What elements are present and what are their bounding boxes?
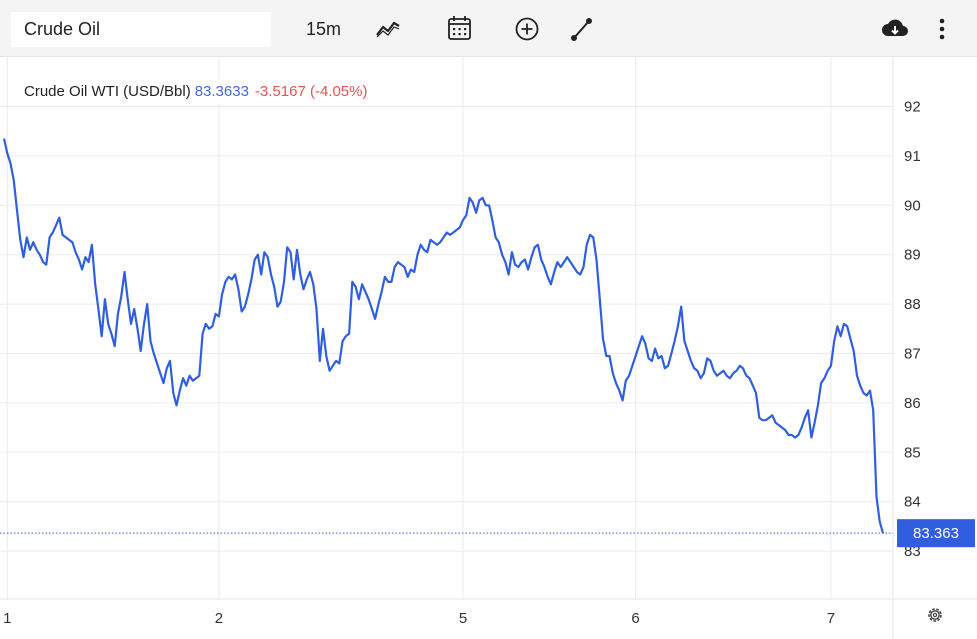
calendar-icon[interactable]: [447, 14, 473, 44]
x-tick-label: 1: [3, 610, 11, 627]
x-tick-label: 2: [215, 610, 223, 627]
symbol-search-input[interactable]: [11, 12, 271, 47]
chart-legend: Crude Oil WTI (USD/Bbl) 83.3633 -3.5167 (-…: [16, 79, 376, 104]
y-tick-label: 87: [904, 346, 921, 363]
y-tick-label: 83: [904, 543, 921, 560]
y-tick-label: 90: [904, 197, 921, 214]
interval-button[interactable]: 15m: [306, 19, 342, 39]
y-tick-label: 92: [904, 99, 921, 116]
legend-price-change: -3.5167 (-4.05%): [254, 83, 368, 100]
legend-last-price: 83.3633: [194, 83, 249, 100]
x-tick-label: 5: [459, 610, 467, 627]
draw-line-icon[interactable]: [569, 14, 595, 44]
price-chart[interactable]: 83 84 85 86 87 88 89 90 91 92 1 2 5 6 7 83.363: [0, 56, 977, 639]
x-tick-label: 7: [827, 610, 835, 627]
y-tick-label: 89: [904, 247, 921, 264]
y-tick-label: 84: [904, 494, 921, 511]
indicator-icon[interactable]: [374, 14, 402, 44]
x-tick-label: 6: [631, 610, 639, 627]
price-series-line: [2, 138, 885, 534]
chart-toolbar: 15m: [0, 0, 977, 57]
last-price-tag-label: 83.363: [913, 525, 959, 542]
more-options-icon[interactable]: [934, 14, 950, 44]
settings-gear-icon[interactable]: [925, 605, 945, 630]
y-tick-label: 85: [904, 444, 921, 461]
y-tick-label: 91: [904, 148, 921, 165]
add-compare-icon[interactable]: [514, 14, 540, 44]
y-tick-label: 86: [904, 395, 921, 412]
legend-symbol-name: Crude Oil WTI (USD/Bbl): [24, 83, 191, 100]
last-price-tag: 83.363: [897, 519, 975, 548]
download-icon[interactable]: [880, 14, 910, 44]
y-tick-label: 88: [904, 296, 921, 313]
